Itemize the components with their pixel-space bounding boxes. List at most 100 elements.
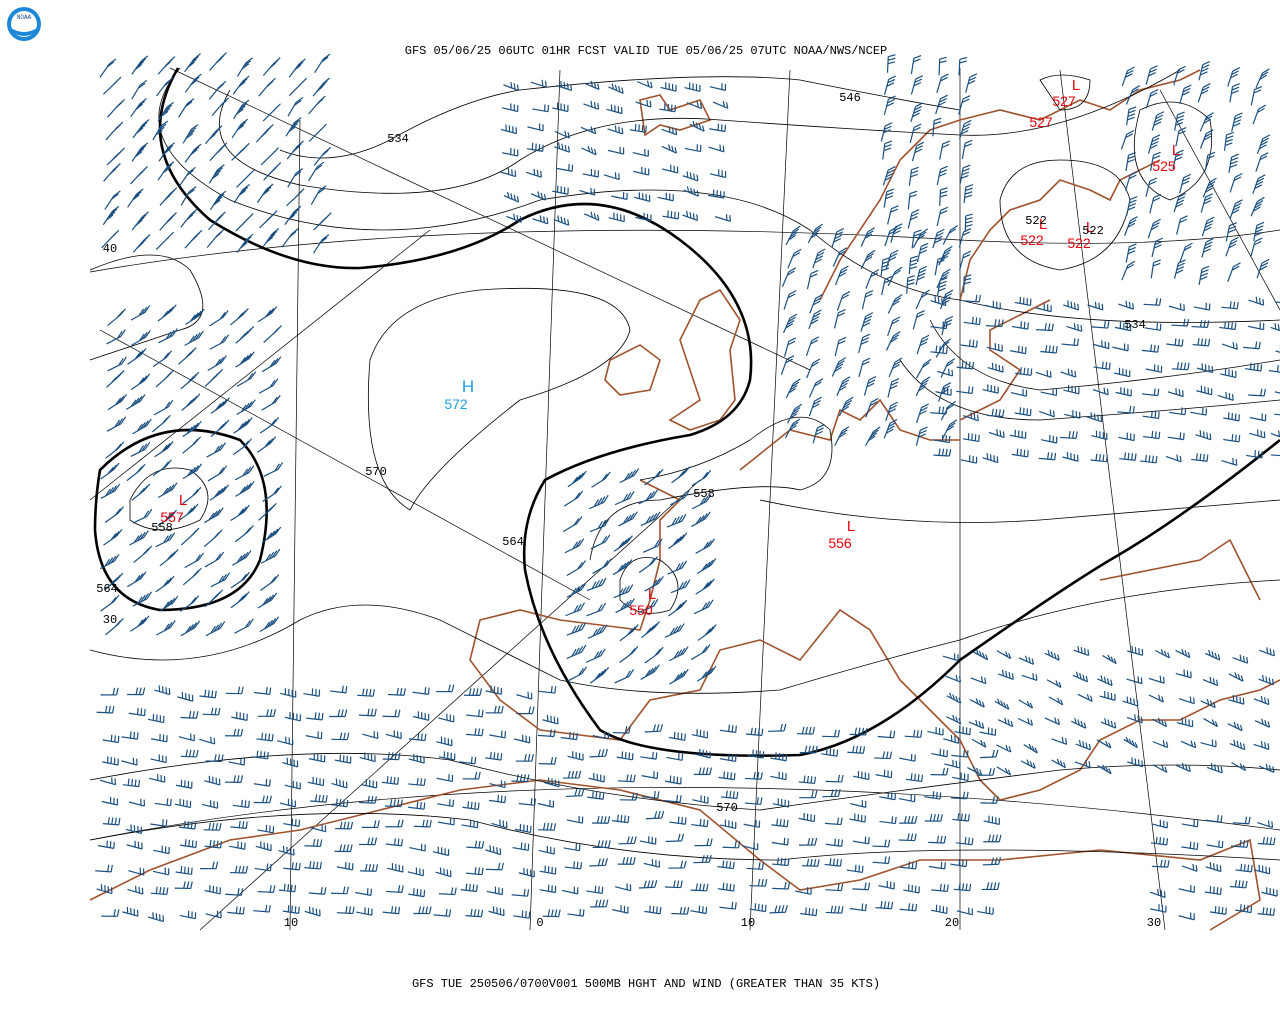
wind-barb (130, 441, 151, 457)
wind-barb (1206, 840, 1224, 849)
wind-barb (1192, 338, 1211, 347)
wind-barb (1121, 260, 1136, 281)
wind-barb (310, 185, 327, 205)
wind-barb (230, 504, 250, 521)
wind-barb (385, 885, 404, 893)
wind-barb (878, 880, 895, 890)
wind-barb (930, 767, 949, 776)
wind-barb (930, 406, 948, 415)
wind-barb (209, 52, 227, 71)
wind-barb (102, 817, 121, 826)
wind-barb (825, 774, 844, 783)
wind-barb (233, 417, 253, 434)
wind-barb (261, 356, 282, 373)
wind-barb (205, 754, 224, 763)
wind-barb (1190, 407, 1208, 416)
wind-barb (284, 780, 301, 790)
wind-barb (257, 709, 276, 717)
wind-barb (1114, 321, 1132, 332)
wind-barb (616, 751, 634, 761)
wind-barb (102, 756, 119, 766)
center-label: L (1072, 77, 1080, 94)
wind-barb (633, 166, 650, 176)
wind-barb (682, 171, 699, 182)
wind-barb (438, 887, 457, 896)
wind-barb (511, 888, 530, 897)
wind-barb (178, 820, 197, 830)
wind-barb (381, 776, 399, 785)
wind-barb (254, 863, 272, 872)
wind-barb (432, 846, 450, 857)
wind-barb (1075, 739, 1092, 751)
wind-barb (1066, 322, 1083, 332)
wind-barb (1253, 741, 1270, 751)
wind-barb (1127, 646, 1144, 656)
wind-barb (874, 751, 893, 760)
wind-barb (1197, 363, 1214, 374)
wind-barb (130, 615, 150, 632)
wind-barb (131, 55, 149, 75)
wind-barb (560, 731, 578, 741)
wind-barb (612, 814, 630, 824)
wind-barb (964, 213, 973, 232)
wind-barb (1256, 134, 1271, 155)
wind-barb (812, 424, 825, 444)
wind-barb (906, 275, 915, 294)
wind-barb (1274, 301, 1280, 304)
wind-barb (385, 838, 403, 847)
wind-barb (822, 789, 841, 798)
wind-barb (1086, 412, 1103, 423)
wind-barb (695, 538, 715, 554)
wind-barb (263, 462, 284, 477)
wind-barb (224, 775, 244, 784)
wind-barb (1193, 302, 1211, 311)
wind-barb (1102, 654, 1117, 665)
wind-barb (175, 866, 193, 875)
wind-barb (232, 550, 252, 566)
wind-barb (1228, 153, 1240, 173)
wind-barb (330, 886, 349, 895)
wind-barb (485, 845, 502, 856)
wind-barb (669, 816, 687, 825)
wind-barb (668, 532, 688, 549)
wind-barb (1018, 655, 1035, 665)
wind-barb (661, 144, 678, 154)
contour-label: 564 (96, 582, 118, 596)
wind-barb (996, 650, 1012, 660)
wind-barb (1200, 739, 1217, 748)
wind-barb (915, 289, 931, 310)
wind-barb (235, 351, 255, 368)
wind-barb (262, 57, 281, 76)
wind-barb (877, 730, 896, 739)
wind-barb (107, 98, 125, 118)
wind-barb (277, 736, 294, 746)
wind-barb (1202, 676, 1219, 687)
wind-barb (288, 58, 306, 78)
wind-barb (915, 376, 931, 397)
wind-barb (831, 357, 847, 377)
wind-barb (1141, 388, 1160, 397)
wind-barb (130, 97, 147, 118)
wind-barb (1169, 407, 1187, 416)
wind-barb (1145, 177, 1158, 197)
wind-barb (278, 845, 295, 856)
wind-barb (1191, 453, 1209, 462)
wind-barb (806, 358, 821, 379)
wind-barb (720, 790, 739, 800)
wind-barb (1209, 906, 1227, 915)
wind-barb (105, 617, 124, 636)
wind-barb (911, 141, 925, 162)
wind-barb (263, 162, 282, 181)
wind-barb (669, 668, 689, 685)
wind-barb (182, 567, 202, 586)
wind-barb (96, 884, 113, 895)
wind-barb (132, 508, 153, 524)
wind-barb (312, 77, 330, 97)
longitude-label: 30 (1147, 916, 1161, 930)
wind-barb (542, 909, 561, 918)
wind-barb (1200, 193, 1213, 213)
wind-barb (583, 100, 600, 110)
wind-barb (127, 885, 144, 895)
wind-barb (958, 227, 972, 248)
wind-barb (358, 708, 377, 717)
